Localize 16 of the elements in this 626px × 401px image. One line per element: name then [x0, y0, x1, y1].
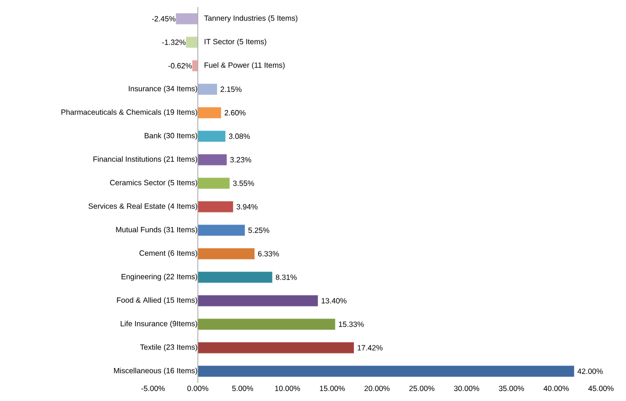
- bar: [198, 272, 272, 283]
- bar: [198, 178, 230, 189]
- bar: [198, 84, 218, 95]
- bar: [192, 60, 198, 72]
- bar: [198, 107, 222, 118]
- bar: [198, 130, 226, 142]
- bar: [198, 366, 574, 377]
- bar: [176, 13, 198, 24]
- bar: [198, 295, 318, 306]
- bar: [198, 154, 227, 166]
- bar: [198, 248, 255, 260]
- bar: [186, 36, 198, 48]
- bar: [198, 201, 234, 212]
- bar: [198, 342, 354, 354]
- bar: [198, 224, 245, 236]
- bar: [198, 318, 336, 330]
